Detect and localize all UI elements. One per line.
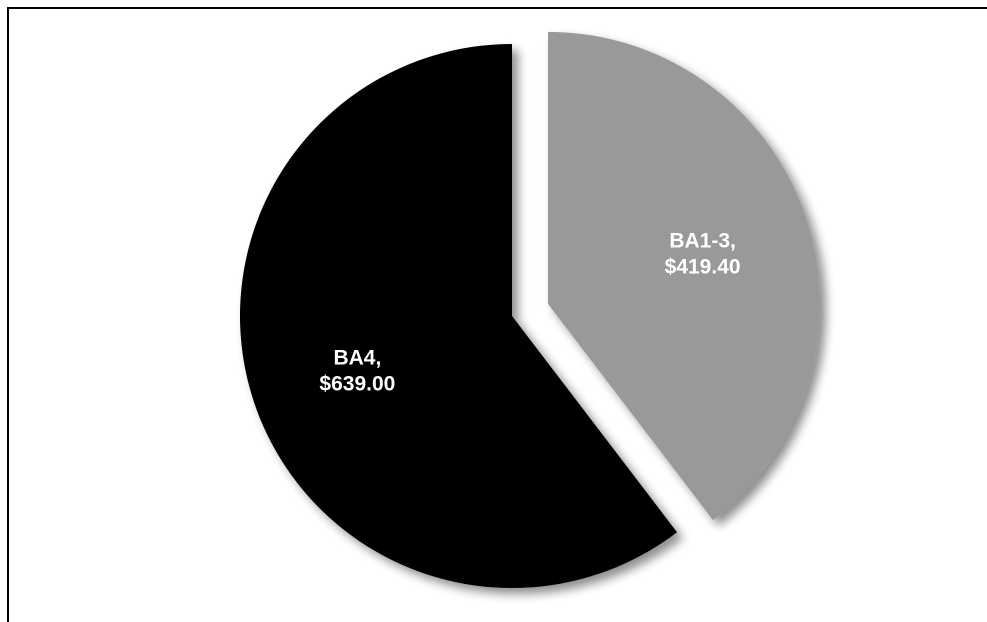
pie-slices bbox=[240, 31, 820, 588]
pie-slice-ba4 bbox=[240, 44, 678, 588]
pie-labels: BA1-3, $419.40 BA4, $639.00 bbox=[319, 230, 740, 396]
slice-label-value: $419.40 bbox=[665, 256, 741, 279]
slice-label-ba4: BA4, $639.00 bbox=[319, 346, 395, 395]
slice-label-name: BA1-3, bbox=[669, 230, 736, 253]
pie-slice-ba1-3 bbox=[547, 31, 820, 521]
slice-label-value: $639.00 bbox=[319, 372, 395, 395]
slice-label-name: BA4, bbox=[333, 346, 381, 369]
slice-label-ba1-3: BA1-3, $419.40 bbox=[665, 230, 741, 279]
